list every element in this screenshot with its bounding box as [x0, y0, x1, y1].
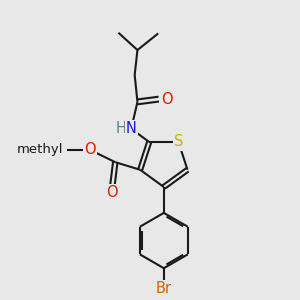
Text: methyl: methyl [17, 142, 63, 155]
Text: S: S [174, 134, 183, 149]
Text: O: O [161, 92, 172, 106]
Text: O: O [106, 185, 118, 200]
Text: Br: Br [156, 281, 172, 296]
Text: H: H [116, 121, 126, 136]
Text: O: O [84, 142, 96, 157]
Text: N: N [126, 121, 137, 136]
